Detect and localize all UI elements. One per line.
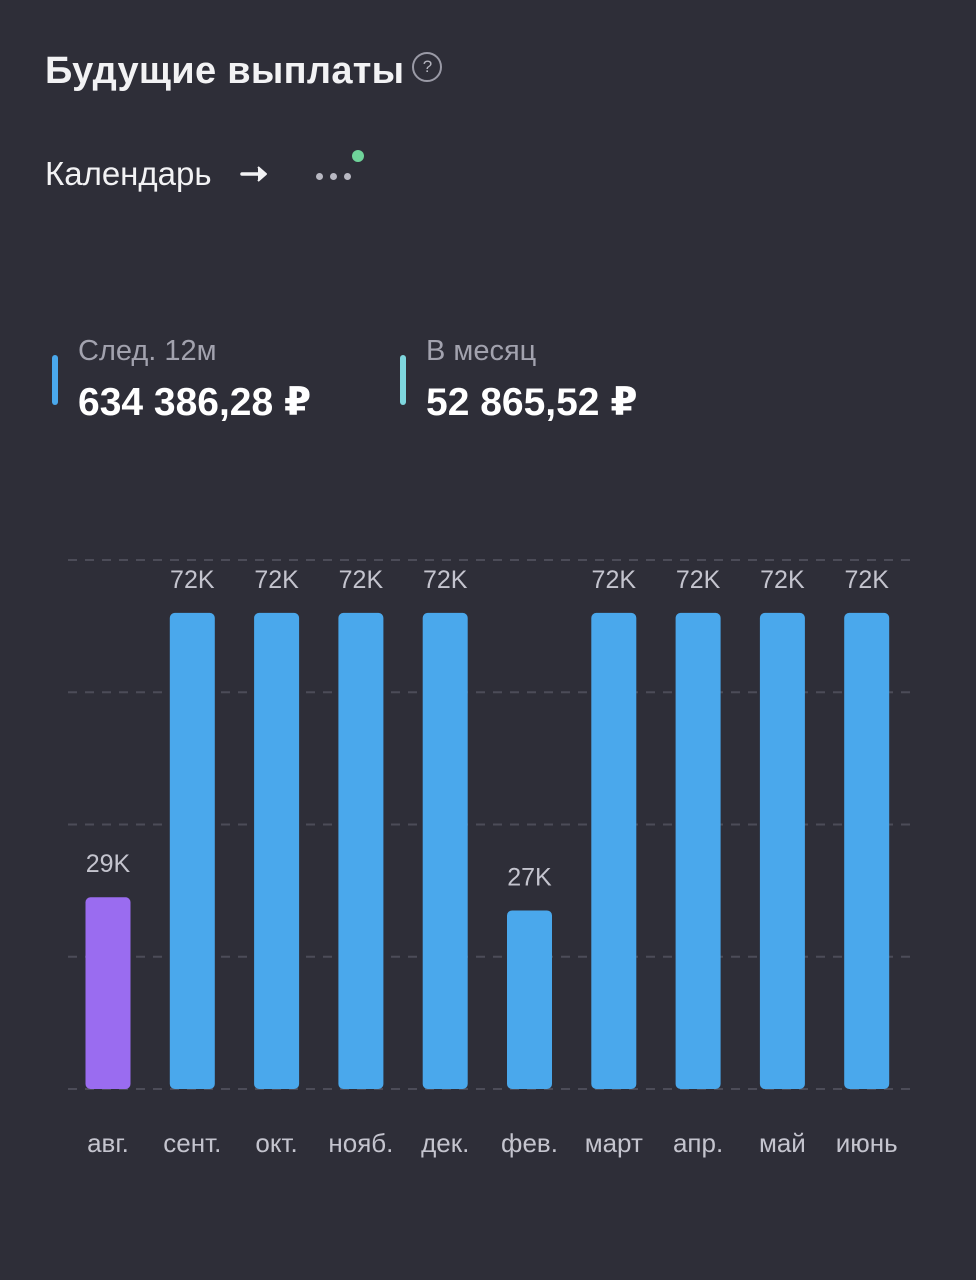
title-row: Будущие выплаты ? (45, 50, 443, 93)
bar-1[interactable] (85, 897, 131, 1089)
calendar-link[interactable]: Календарь (45, 155, 270, 193)
bar-value-label: 27K (507, 863, 552, 891)
page-title: Будущие выплаты (45, 50, 405, 92)
bar-2[interactable] (169, 612, 215, 1089)
x-tick-label: май (759, 1128, 806, 1158)
bar-value-label: 72K (423, 566, 468, 594)
bar-value-label: 72K (254, 566, 299, 594)
bar-3[interactable] (254, 612, 300, 1089)
stat-value: 634 386,28 ₽ (78, 381, 312, 424)
bar-value-label: 72K (339, 566, 384, 594)
x-tick-label: окт. (255, 1128, 297, 1158)
more-horizontal-icon (315, 173, 351, 180)
x-tick-label: фев. (501, 1128, 558, 1158)
x-tick-label: дек. (421, 1128, 469, 1158)
bar-value-label: 72K (844, 566, 889, 594)
arrow-right-icon (239, 166, 267, 182)
stat-color-bar (52, 355, 58, 405)
x-tick-label: сент. (163, 1128, 221, 1158)
bar-value-label: 72K (170, 566, 215, 594)
stat-next-12m: След. 12м 634 386,28 ₽ (52, 335, 311, 425)
bar-7[interactable] (591, 612, 637, 1089)
bar-value-label: 72K (676, 566, 721, 594)
bar-10[interactable] (844, 612, 890, 1089)
bar-5[interactable] (422, 612, 468, 1089)
bar-4[interactable] (338, 612, 384, 1089)
x-tick-label: март (585, 1128, 643, 1158)
bar-8[interactable] (675, 612, 721, 1089)
x-tick-label: апр. (673, 1128, 723, 1158)
calendar-label: Календарь (45, 155, 212, 192)
stat-value: 52 865,52 ₽ (426, 381, 638, 424)
bar-value-label: 72K (760, 566, 805, 594)
stat-color-bar (400, 355, 406, 405)
more-button[interactable] (315, 150, 364, 189)
calendar-row: Календарь (45, 150, 364, 193)
notification-dot (351, 150, 364, 162)
bar-value-label: 29K (86, 850, 131, 878)
x-tick-label: авг. (87, 1128, 129, 1158)
x-tick-label: нояб. (328, 1128, 393, 1158)
bar-9[interactable] (759, 612, 805, 1089)
x-tick-label: июнь (836, 1128, 898, 1158)
bar-6[interactable] (507, 910, 552, 1089)
stat-label: След. 12м (78, 335, 217, 367)
stat-label: В месяц (426, 335, 537, 367)
help-icon[interactable]: ? (412, 52, 443, 82)
stat-per-month: В месяц 52 865,52 ₽ (400, 335, 637, 425)
bar-value-label: 72K (592, 566, 637, 594)
